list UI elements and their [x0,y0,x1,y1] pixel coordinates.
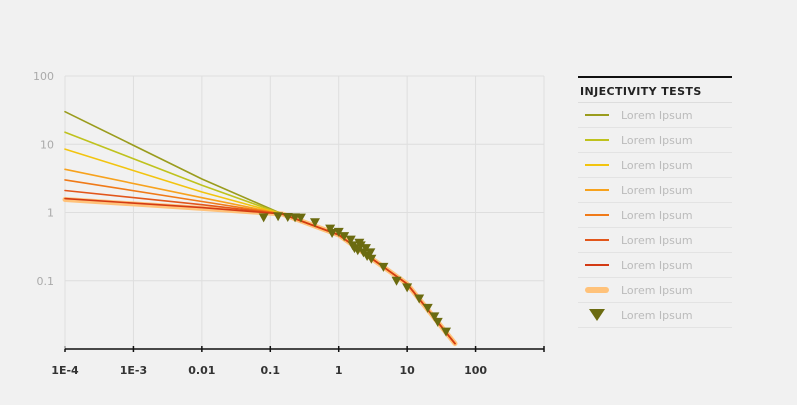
legend-swatch [585,160,609,170]
data-point-marker [365,248,376,258]
legend-label: Lorem Ipsum [621,108,693,122]
legend-item-markers: Lorem Ipsum [578,303,732,328]
data-point-marker [422,303,433,313]
series-line-8 [62,197,458,347]
data-point-marker [429,312,440,322]
data-point-marker [345,235,356,245]
legend-items: Lorem Ipsum Lorem Ipsum Lorem Ipsum Lorem I… [578,103,732,328]
data-point-marker [441,327,452,337]
series-line-7 [64,197,456,345]
legend-swatch [585,309,609,321]
legend-label: Lorem Ipsum [621,283,693,297]
y-tick-label: 0.1 [37,275,55,288]
legend-label: Lorem Ipsum [621,183,693,197]
chart-tick-labels: 1E-4 1E-3 0.01 0.1 1 10 100 100 10 1 0.1 [33,70,487,377]
series-line-4 [64,168,456,345]
legend-item-series-4: Lorem Ipsum [578,178,732,203]
series-line-3 [64,148,456,345]
chart-series [62,110,458,347]
legend-swatch [585,285,609,295]
legend-swatch [585,185,609,195]
legend-swatch [585,135,609,145]
legend-swatch [585,110,609,120]
legend-label: Lorem Ipsum [621,208,693,222]
data-point-marker [295,213,306,223]
x-tick-label: 100 [464,364,487,377]
x-tick-label: 1 [335,364,343,377]
legend-swatch [585,210,609,220]
data-point-marker [258,213,269,223]
data-point-marker [339,232,350,242]
data-point-marker [391,276,402,286]
legend-item-series-1: Lorem Ipsum [578,103,732,128]
legend-label: Lorem Ipsum [621,158,693,172]
data-point-marker [333,227,344,237]
series-line-1 [64,110,456,345]
legend-item-series-2: Lorem Ipsum [578,128,732,153]
legend-item-series-8: Lorem Ipsum [578,278,732,303]
data-point-marker [355,241,366,251]
legend-item-series-3: Lorem Ipsum [578,153,732,178]
data-point-marker [378,262,389,272]
series-line-2 [64,131,456,345]
legend-swatch [585,235,609,245]
legend-item-series-6: Lorem Ipsum [578,228,732,253]
x-tick-label: 1E-3 [120,364,147,377]
data-point-marker [402,283,413,293]
legend-title: INJECTIVITY TESTS [578,78,732,103]
legend-label: Lorem Ipsum [621,233,693,247]
data-point-marker [432,317,443,327]
x-tick-label: 1E-4 [51,364,79,377]
legend-label: Lorem Ipsum [621,258,693,272]
legend-label: Lorem Ipsum [621,133,693,147]
data-point-marker [282,212,293,222]
y-tick-label: 10 [40,138,54,151]
legend-label: Lorem Ipsum [621,308,693,322]
data-point-marker [273,212,284,222]
chart-grid [64,75,545,350]
x-tick-label: 0.01 [188,364,215,377]
data-point-marker [366,254,377,264]
data-point-marker [327,229,338,239]
x-tick-label: 10 [399,364,415,377]
chart-markers [258,212,452,337]
y-tick-label: 1 [47,207,54,220]
chart-legend: INJECTIVITY TESTS Lorem Ipsum Lorem Ipsum… [578,76,732,328]
legend-item-series-5: Lorem Ipsum [578,203,732,228]
legend-item-series-7: Lorem Ipsum [578,253,732,278]
legend-swatch [585,260,609,270]
data-point-marker [414,294,425,304]
x-tick-label: 0.1 [261,364,281,377]
chart-axes [64,76,545,352]
y-tick-label: 100 [33,70,54,83]
data-point-marker [309,218,320,228]
